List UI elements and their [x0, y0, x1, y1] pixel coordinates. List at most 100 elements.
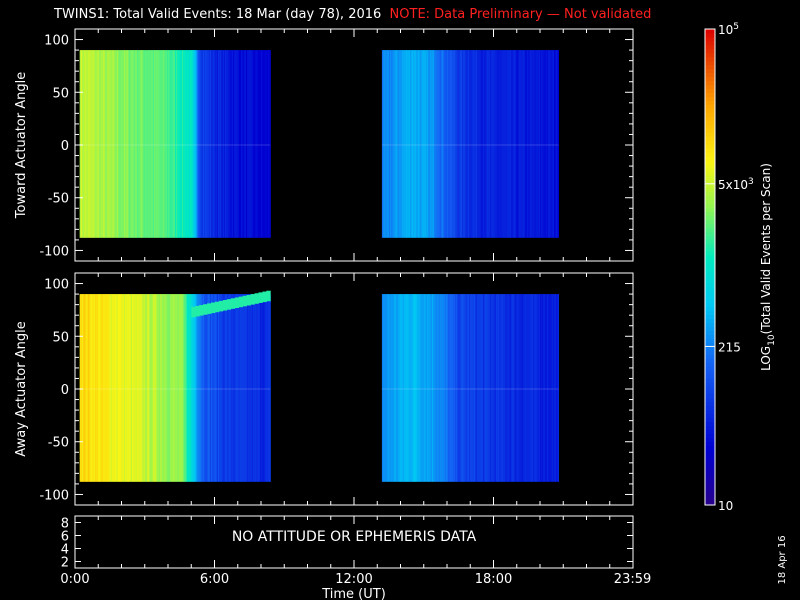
attitude-ytick-label: 8: [61, 517, 69, 532]
toward-data-column: [195, 50, 198, 238]
toward-data-column: [166, 50, 169, 238]
away-data-column: [113, 294, 115, 482]
toward-data-column: [531, 50, 534, 238]
away-data-column: [226, 294, 228, 482]
toward-data-column: [209, 50, 212, 238]
away-data-column: [128, 294, 131, 482]
toward-data-column: [474, 50, 477, 238]
away-feature-band: [238, 296, 244, 308]
away-data-column: [87, 294, 90, 482]
away-data-column: [191, 294, 193, 482]
colorbar-segment: [705, 29, 715, 34]
colorbar-segment: [705, 322, 715, 327]
colorbar-segment: [705, 144, 715, 149]
toward-data-column: [401, 50, 404, 238]
toward-data-column: [462, 50, 464, 238]
away-data-column: [528, 294, 530, 482]
away-data-column: [180, 294, 183, 482]
toward-data-column: [502, 50, 505, 238]
time-tick-label: 12:00: [335, 572, 372, 587]
toward-data-column: [254, 50, 256, 238]
toward-data-column: [149, 50, 151, 238]
away-data-column: [206, 294, 208, 482]
toward-data-column: [194, 50, 197, 238]
away-data-column: [522, 294, 525, 482]
toward-data-column: [412, 50, 414, 238]
colorbar-segment: [705, 199, 715, 205]
away-data-column: [205, 294, 207, 482]
colorbar-segment: [705, 72, 715, 78]
away-data-column: [490, 294, 492, 482]
away-data-column: [151, 294, 154, 482]
colorbar-segment: [705, 32, 715, 38]
toward-data-column: [235, 50, 237, 238]
away-data-column: [408, 294, 411, 482]
away-data-column: [545, 294, 548, 482]
toward-data-column: [422, 50, 425, 238]
away-data-segment: [79, 294, 271, 482]
colorbar-segment: [705, 267, 715, 272]
toward-ytick-label: -50: [48, 192, 69, 207]
toward-data-column: [111, 50, 113, 238]
away-data-column: [190, 294, 192, 482]
away-data-column: [443, 294, 446, 482]
toward-data-column: [538, 50, 541, 238]
toward-data-column: [141, 50, 143, 238]
toward-data-column: [228, 50, 231, 238]
away-data-column: [177, 294, 179, 482]
away-data-column: [231, 294, 234, 482]
toward-data-column: [385, 50, 387, 238]
away-data-column: [156, 294, 158, 482]
toward-data-column: [419, 50, 421, 238]
away-data-column: [209, 294, 212, 482]
away-data-column: [171, 294, 174, 482]
toward-data-column: [244, 50, 247, 238]
colorbar-segment: [705, 243, 715, 248]
away-data-column: [420, 294, 422, 482]
colorbar-segment: [705, 203, 715, 208]
colorbar-segment: [705, 36, 715, 42]
away-data-column: [161, 294, 163, 482]
colorbar-segment: [705, 302, 715, 308]
toward-data-column: [476, 50, 478, 238]
toward-data-column: [85, 50, 88, 238]
away-data-column: [417, 294, 420, 482]
toward-data-column: [152, 50, 155, 238]
toward-data-column: [436, 50, 439, 238]
away-data-column: [237, 294, 240, 482]
away-data-column: [392, 294, 394, 482]
toward-data-column: [420, 50, 422, 238]
time-tick-label: 18:00: [475, 572, 512, 587]
toward-data-column: [486, 50, 489, 238]
toward-data-column: [172, 50, 175, 238]
away-data-column: [428, 294, 430, 482]
colorbar-segment: [705, 421, 715, 427]
away-feature-band: [266, 290, 271, 302]
away-data-column: [388, 294, 391, 482]
toward-data-column: [403, 50, 406, 238]
away-data-column: [519, 294, 521, 482]
toward-data-column: [443, 50, 446, 238]
colorbar-segment: [705, 429, 715, 435]
away-data-column: [476, 294, 478, 482]
away-data-column: [208, 294, 211, 482]
colorbar-tick-label: 215: [718, 340, 741, 354]
colorbar-segment: [705, 104, 715, 109]
away-data-column: [108, 294, 111, 482]
toward-data-column: [174, 50, 177, 238]
away-data-column: [193, 294, 196, 482]
away-data-column: [496, 294, 499, 482]
colorbar-segment: [705, 485, 715, 490]
colorbar-segment: [705, 132, 715, 137]
toward-data-column: [94, 50, 97, 238]
toward-data-column: [529, 50, 532, 238]
toward-data-column: [176, 50, 178, 238]
colorbar-segment: [705, 366, 715, 371]
toward-data-column: [453, 50, 456, 238]
away-data-column: [423, 294, 426, 482]
toward-data-column: [123, 50, 126, 238]
away-feature-band: [211, 302, 216, 314]
away-data-column: [512, 294, 514, 482]
away-data-column: [235, 294, 237, 482]
